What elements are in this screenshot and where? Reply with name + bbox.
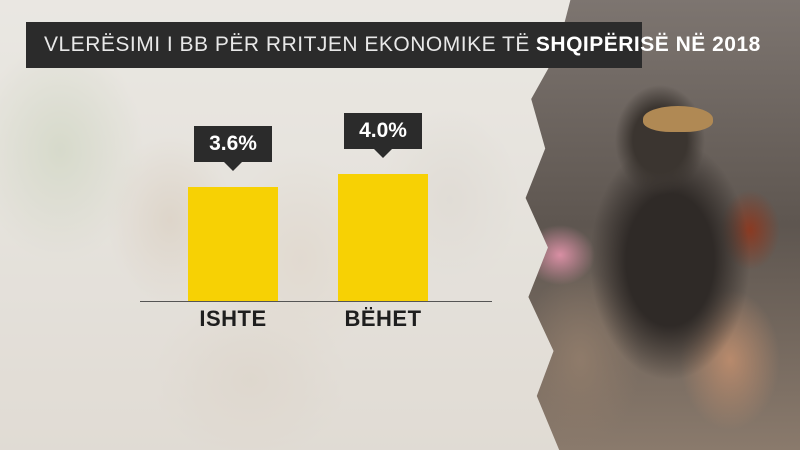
category-label-behet: BËHET [344,306,422,331]
chart-title-main: VLERËSIMI I BB PËR RRITJEN EKONOMIKE TË [44,33,530,56]
bar-behet [338,174,428,301]
value-label-behet: 4.0% [344,113,422,158]
value-label-ishte: 3.6% [194,126,272,171]
chart-title: VLERËSIMI I BB PËR RRITJEN EKONOMIKE TË … [26,22,760,68]
hat-detail [643,106,713,132]
chart-title-highlight: SHQIPËRISË NË 2018 [535,33,761,56]
crowd-photo-overlay [525,0,800,450]
chart-baseline [140,301,492,302]
category-label-ishte: ISHTE [199,306,267,331]
bar-ishte [188,187,278,301]
